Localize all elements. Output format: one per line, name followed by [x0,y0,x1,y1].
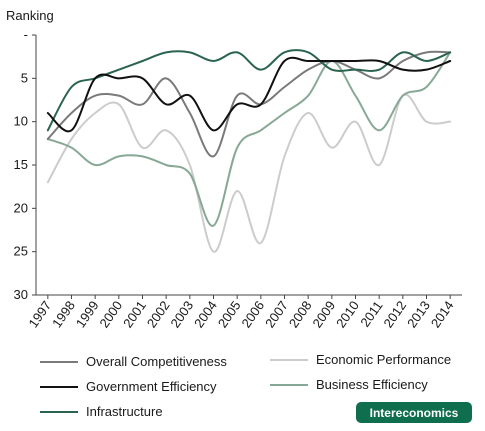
x-tick-label: 2000 [96,298,125,330]
x-tick-label: 2014 [428,298,457,330]
legend-item-infrastructure: Infrastructure [40,404,163,419]
x-tick-label: 2005 [215,298,244,330]
y-tick-label: 10 [14,114,28,129]
x-tick-label: 2007 [262,298,291,330]
x-tick-label: 2003 [167,298,196,330]
legend-swatch-infrastructure [40,410,78,413]
x-tick-label: 2010 [333,298,362,330]
x-tick-label: 2006 [238,298,267,330]
legend-swatch-government-efficiency [40,385,78,388]
series-line-business-efficiency [46,51,452,227]
legend-label-business-efficiency: Business Efficiency [316,377,428,392]
legend-item-overall-competitiveness: Overall Competitiveness [40,354,227,369]
legend-label-infrastructure: Infrastructure [86,404,163,419]
plot-area: - 5 10 15 20 25 301997199819992000200120022003… [14,27,462,330]
legend-label-government-efficiency: Government Efficiency [86,379,217,394]
x-tick-label: 2002 [144,298,173,330]
series-line-government-efficiency [46,56,452,133]
y-tick-label: 15 [14,157,28,172]
legend-swatch-business-efficiency [270,383,308,386]
x-tick-label: 2008 [286,298,315,330]
x-tick-label: 2012 [380,298,409,330]
y-tick-label: 25 [14,244,28,259]
series-line-overall-competitiveness [46,50,452,158]
legend-label-economic-performance: Economic Performance [316,352,452,367]
line-chart: Ranking - 5 10 15 20 25 3019971998199920002001… [6,8,462,330]
series-line-infrastructure [46,49,452,132]
series-line-economic-performance [46,93,452,253]
x-tick-label: 2013 [404,298,433,330]
legend-swatch-economic-performance [270,358,308,361]
x-tick-label: 2001 [120,298,149,330]
y-tick-label: 5 [21,70,28,85]
brand-logo: Intereconomics [356,402,472,423]
legend-item-business-efficiency: Business Efficiency [270,377,428,392]
x-tick-label: 2011 [357,298,385,330]
legend-item-government-efficiency: Government Efficiency [40,379,217,394]
y-tick-label: 30 [14,287,28,302]
legend-label-overall-competitiveness: Overall Competitiveness [86,354,227,369]
x-tick-label: 1998 [49,298,78,330]
legend-swatch-overall-competitiveness [40,360,78,363]
legend-item-economic-performance: Economic Performance [270,352,451,367]
x-tick-label: 1997 [25,298,54,330]
legend: Overall Competitiveness Government Effic… [0,348,485,428]
x-tick-label: 2004 [191,298,220,330]
y-axis-label: Ranking [6,8,54,23]
y-tick-label: 20 [14,200,28,215]
x-tick-label: 2009 [309,298,338,330]
y-tick-label: - [24,27,28,42]
x-tick-label: 1999 [73,298,102,330]
